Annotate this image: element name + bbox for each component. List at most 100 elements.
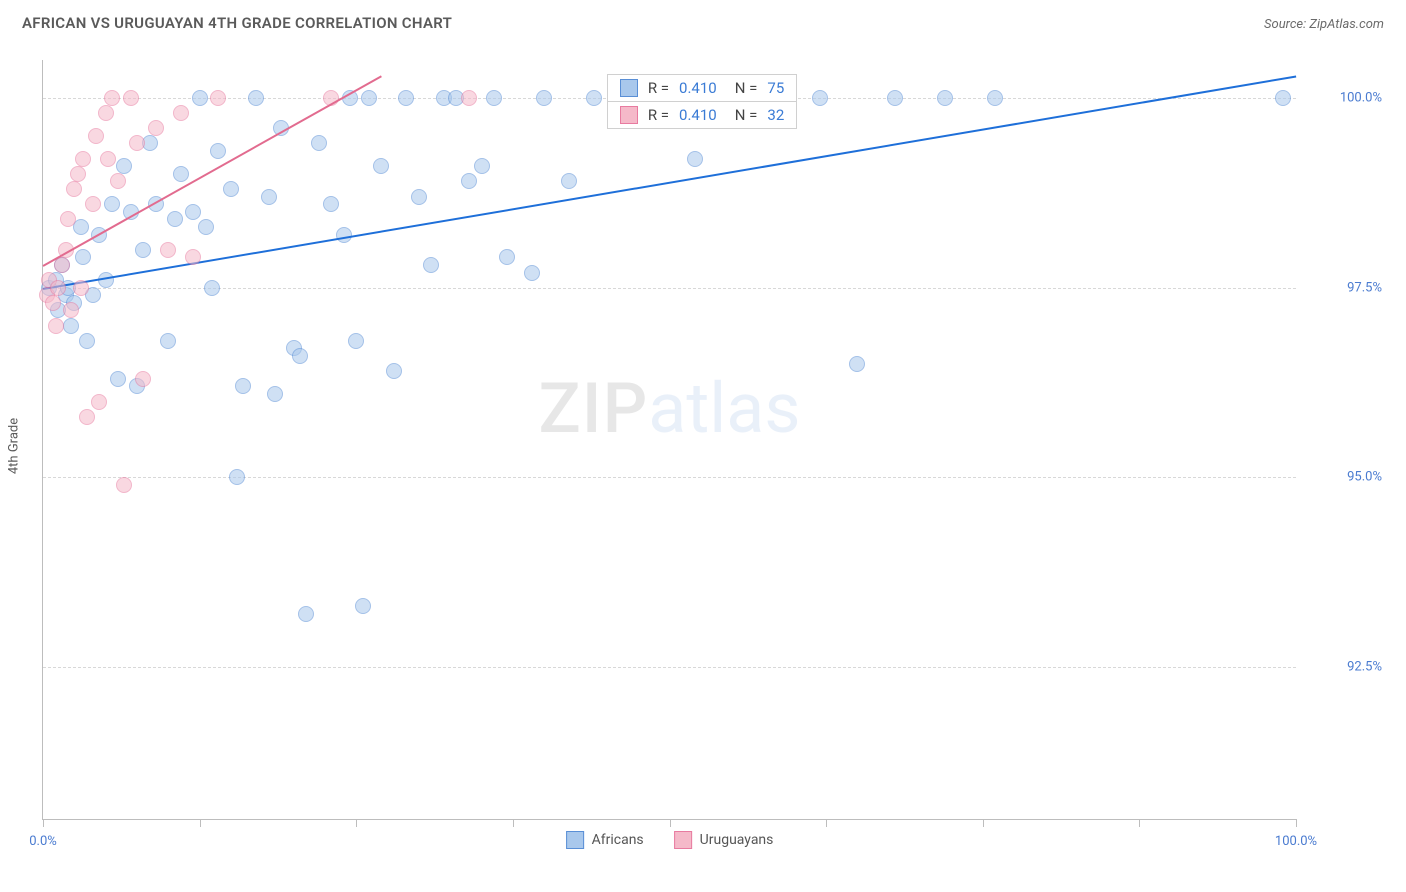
gridline [43, 288, 1296, 289]
scatter-point [66, 181, 82, 197]
scatter-point [223, 181, 239, 197]
gridline [43, 667, 1296, 668]
scatter-point [185, 204, 201, 220]
scatter-point [561, 173, 577, 189]
scatter-point [135, 242, 151, 258]
scatter-point [849, 356, 865, 372]
n-value: 75 [767, 79, 784, 97]
scatter-point [536, 90, 552, 106]
x-tick-label: 0.0% [29, 834, 57, 849]
scatter-point [129, 135, 145, 151]
stats-legend: R =0.410N =75R =0.410N =32 [607, 74, 797, 129]
legend-swatch [566, 831, 584, 849]
scatter-point [1275, 90, 1291, 106]
scatter-point [499, 249, 515, 265]
x-tick [200, 819, 201, 827]
scatter-point [474, 158, 490, 174]
n-value: 32 [767, 106, 784, 124]
legend-swatch [674, 831, 692, 849]
x-tick [356, 819, 357, 827]
chart-header: AFRICAN VS URUGUAYAN 4TH GRADE CORRELATI… [0, 0, 1406, 38]
plot-wrap: 4th Grade ZIPatlas 92.5%95.0%97.5%100.0%… [42, 48, 1388, 844]
x-tick [983, 819, 984, 827]
scatter-point [348, 333, 364, 349]
r-value: 0.410 [679, 79, 717, 97]
scatter-point [63, 318, 79, 334]
series-legend: AfricansUruguayans [566, 831, 774, 849]
scatter-point [135, 371, 151, 387]
scatter-point [91, 394, 107, 410]
scatter-point [88, 128, 104, 144]
scatter-point [148, 120, 164, 136]
scatter-point [524, 265, 540, 281]
scatter-point [229, 469, 245, 485]
scatter-point [123, 90, 139, 106]
scatter-point [79, 333, 95, 349]
scatter-point [292, 348, 308, 364]
x-tick [670, 819, 671, 827]
scatter-point [386, 363, 402, 379]
scatter-point [987, 90, 1003, 106]
watermark-atlas: atlas [648, 368, 800, 450]
scatter-point [687, 151, 703, 167]
scatter-point [204, 280, 220, 296]
scatter-point [85, 196, 101, 212]
scatter-point [116, 158, 132, 174]
scatter-point [235, 378, 251, 394]
watermark: ZIPatlas [539, 368, 801, 450]
scatter-point [423, 257, 439, 273]
n-label: N = [735, 106, 758, 124]
x-tick [513, 819, 514, 827]
scatter-point [73, 280, 89, 296]
scatter-point [45, 295, 61, 311]
scatter-point [586, 90, 602, 106]
chart-title: AFRICAN VS URUGUAYAN 4TH GRADE CORRELATI… [22, 14, 452, 32]
r-label: R = [648, 79, 669, 97]
scatter-point [70, 166, 86, 182]
scatter-point [311, 135, 327, 151]
scatter-point [461, 90, 477, 106]
scatter-point [267, 386, 283, 402]
legend-swatch [620, 79, 638, 97]
watermark-zip: ZIP [539, 368, 649, 450]
scatter-point [198, 219, 214, 235]
scatter-point [887, 90, 903, 106]
scatter-point [248, 90, 264, 106]
scatter-point [98, 105, 114, 121]
scatter-point [110, 173, 126, 189]
x-tick [1139, 819, 1140, 827]
y-tick-label: 100.0% [1304, 90, 1382, 105]
scatter-point [100, 151, 116, 167]
scatter-point [160, 242, 176, 258]
scatter-point [355, 598, 371, 614]
legend-swatch [620, 106, 638, 124]
y-axis-label: 4th Grade [7, 418, 22, 474]
stats-legend-row: R =0.410N =75 [608, 75, 796, 102]
scatter-point [116, 477, 132, 493]
scatter-point [261, 189, 277, 205]
series-legend-item: Africans [566, 831, 644, 849]
scatter-point [461, 173, 477, 189]
scatter-point [373, 158, 389, 174]
scatter-point [160, 333, 176, 349]
scatter-point [63, 302, 79, 318]
scatter-point [104, 90, 120, 106]
scatter-point [110, 371, 126, 387]
chart-source: Source: ZipAtlas.com [1264, 17, 1384, 32]
scatter-point [192, 90, 208, 106]
scatter-point [60, 211, 76, 227]
scatter-point [812, 90, 828, 106]
y-tick-label: 97.5% [1304, 280, 1382, 295]
x-tick [1296, 819, 1297, 827]
scatter-point [185, 249, 201, 265]
series-label: Africans [592, 832, 644, 848]
scatter-point [210, 143, 226, 159]
scatter-point [48, 318, 64, 334]
scatter-point [50, 280, 66, 296]
scatter-point [104, 196, 120, 212]
scatter-point [486, 90, 502, 106]
scatter-point [937, 90, 953, 106]
plot-area: ZIPatlas 92.5%95.0%97.5%100.0%0.0%100.0%… [42, 60, 1296, 820]
scatter-point [323, 196, 339, 212]
stats-legend-row: R =0.410N =32 [608, 102, 796, 128]
